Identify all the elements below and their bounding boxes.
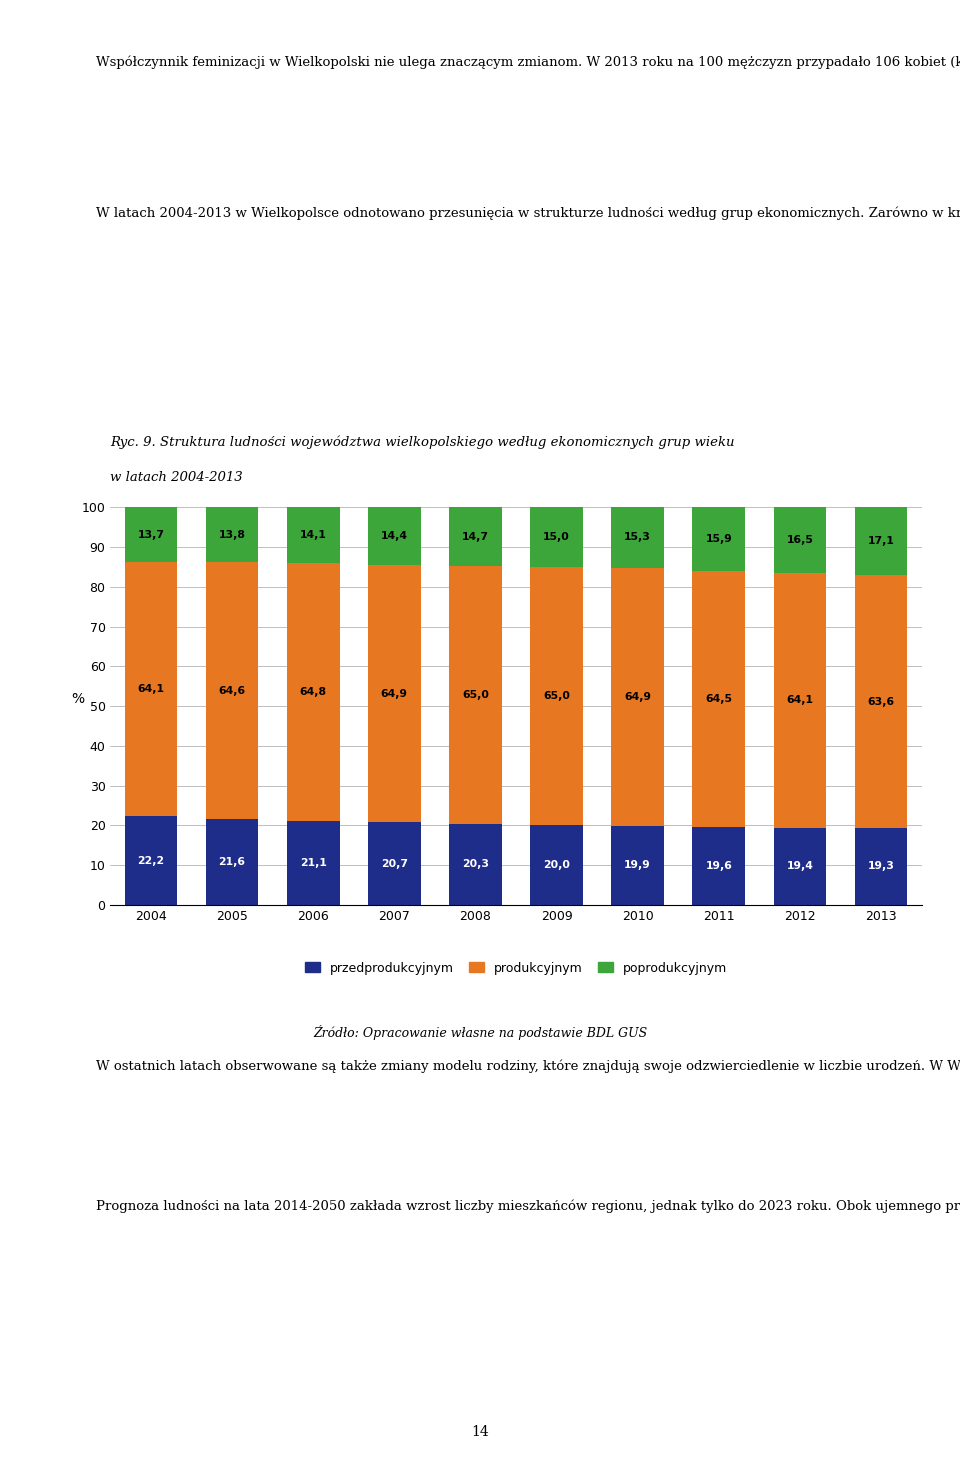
Text: 63,6: 63,6 bbox=[868, 697, 895, 706]
Text: 19,6: 19,6 bbox=[706, 861, 732, 871]
Bar bbox=[612, 568, 664, 825]
Text: w latach 2004-2013: w latach 2004-2013 bbox=[110, 471, 243, 484]
Y-axis label: %: % bbox=[71, 691, 84, 706]
Text: 21,1: 21,1 bbox=[300, 858, 326, 868]
Bar bbox=[449, 824, 502, 905]
Text: 15,0: 15,0 bbox=[543, 533, 570, 543]
Bar bbox=[530, 568, 583, 825]
Text: W ostatnich latach obserwowane są także zmiany modelu rodziny, które znajdują sw: W ostatnich latach obserwowane są także … bbox=[62, 1059, 960, 1074]
Text: 14,7: 14,7 bbox=[462, 531, 489, 541]
Bar bbox=[368, 507, 420, 565]
Bar bbox=[368, 565, 420, 822]
Text: 19,3: 19,3 bbox=[868, 862, 895, 871]
Bar bbox=[854, 828, 907, 905]
Text: 15,3: 15,3 bbox=[624, 533, 651, 543]
Bar bbox=[530, 507, 583, 568]
Text: 20,7: 20,7 bbox=[381, 859, 408, 868]
Legend: przedprodukcyjnym, produkcyjnym, poprodukcyjnym: przedprodukcyjnym, produkcyjnym, poprodu… bbox=[300, 956, 732, 980]
Bar bbox=[125, 816, 178, 905]
Text: 64,9: 64,9 bbox=[624, 691, 651, 702]
Bar bbox=[287, 563, 340, 821]
Text: 64,5: 64,5 bbox=[706, 694, 732, 703]
Text: 65,0: 65,0 bbox=[543, 691, 570, 702]
Text: 20,3: 20,3 bbox=[462, 859, 489, 869]
Text: 13,8: 13,8 bbox=[219, 530, 246, 540]
Bar bbox=[612, 507, 664, 568]
Bar bbox=[774, 574, 827, 828]
Text: 15,9: 15,9 bbox=[706, 534, 732, 544]
Bar bbox=[368, 822, 420, 905]
Bar bbox=[205, 562, 258, 819]
Text: 64,6: 64,6 bbox=[219, 685, 246, 696]
Bar bbox=[287, 507, 340, 563]
Text: 64,1: 64,1 bbox=[137, 684, 164, 694]
Text: 19,4: 19,4 bbox=[786, 861, 813, 871]
Text: 21,6: 21,6 bbox=[219, 856, 246, 866]
Bar bbox=[287, 821, 340, 905]
Text: 19,9: 19,9 bbox=[624, 861, 651, 871]
Text: Współczynnik feminizacji w Wielkopolski nie ulega znaczącym zmianom. W 2013 roku: Współczynnik feminizacji w Wielkopolski … bbox=[62, 56, 960, 69]
Bar bbox=[692, 507, 745, 571]
Text: 64,8: 64,8 bbox=[300, 687, 326, 697]
Text: 20,0: 20,0 bbox=[543, 861, 570, 869]
Bar bbox=[692, 571, 745, 827]
Bar bbox=[205, 507, 258, 562]
Text: 13,7: 13,7 bbox=[137, 530, 164, 540]
Bar bbox=[854, 575, 907, 828]
Text: 17,1: 17,1 bbox=[868, 537, 895, 546]
Bar bbox=[449, 566, 502, 824]
Text: Źródło: Opracowanie własne na podstawie BDL GUS: Źródło: Opracowanie własne na podstawie … bbox=[313, 1025, 647, 1040]
Text: 16,5: 16,5 bbox=[786, 535, 813, 546]
Text: 64,9: 64,9 bbox=[381, 688, 408, 699]
Bar bbox=[854, 507, 907, 575]
Bar bbox=[449, 507, 502, 566]
Text: 22,2: 22,2 bbox=[137, 856, 164, 865]
Bar bbox=[612, 825, 664, 905]
Bar bbox=[125, 507, 178, 562]
Text: 64,1: 64,1 bbox=[786, 696, 813, 705]
Bar bbox=[125, 562, 178, 816]
Bar bbox=[774, 507, 827, 574]
Text: Ryc. 9. Struktura ludności województwa wielkopolskiego według ekonomicznych grup: Ryc. 9. Struktura ludności województwa w… bbox=[110, 435, 735, 449]
Text: Prognoza ludności na lata 2014-2050 zakłada wzrost liczby mieszkańców regionu, j: Prognoza ludności na lata 2014-2050 zakł… bbox=[62, 1199, 960, 1214]
Text: 14,4: 14,4 bbox=[381, 531, 408, 541]
Bar bbox=[530, 825, 583, 905]
Bar bbox=[774, 828, 827, 905]
Text: 14: 14 bbox=[471, 1424, 489, 1439]
Bar bbox=[692, 827, 745, 905]
Bar bbox=[205, 819, 258, 905]
Text: 65,0: 65,0 bbox=[462, 690, 489, 700]
Text: 14,1: 14,1 bbox=[300, 531, 326, 540]
Text: W latach 2004-2013 w Wielkopolsce odnotowano przesunięcia w strukturze ludności : W latach 2004-2013 w Wielkopolsce odnoto… bbox=[62, 206, 960, 221]
